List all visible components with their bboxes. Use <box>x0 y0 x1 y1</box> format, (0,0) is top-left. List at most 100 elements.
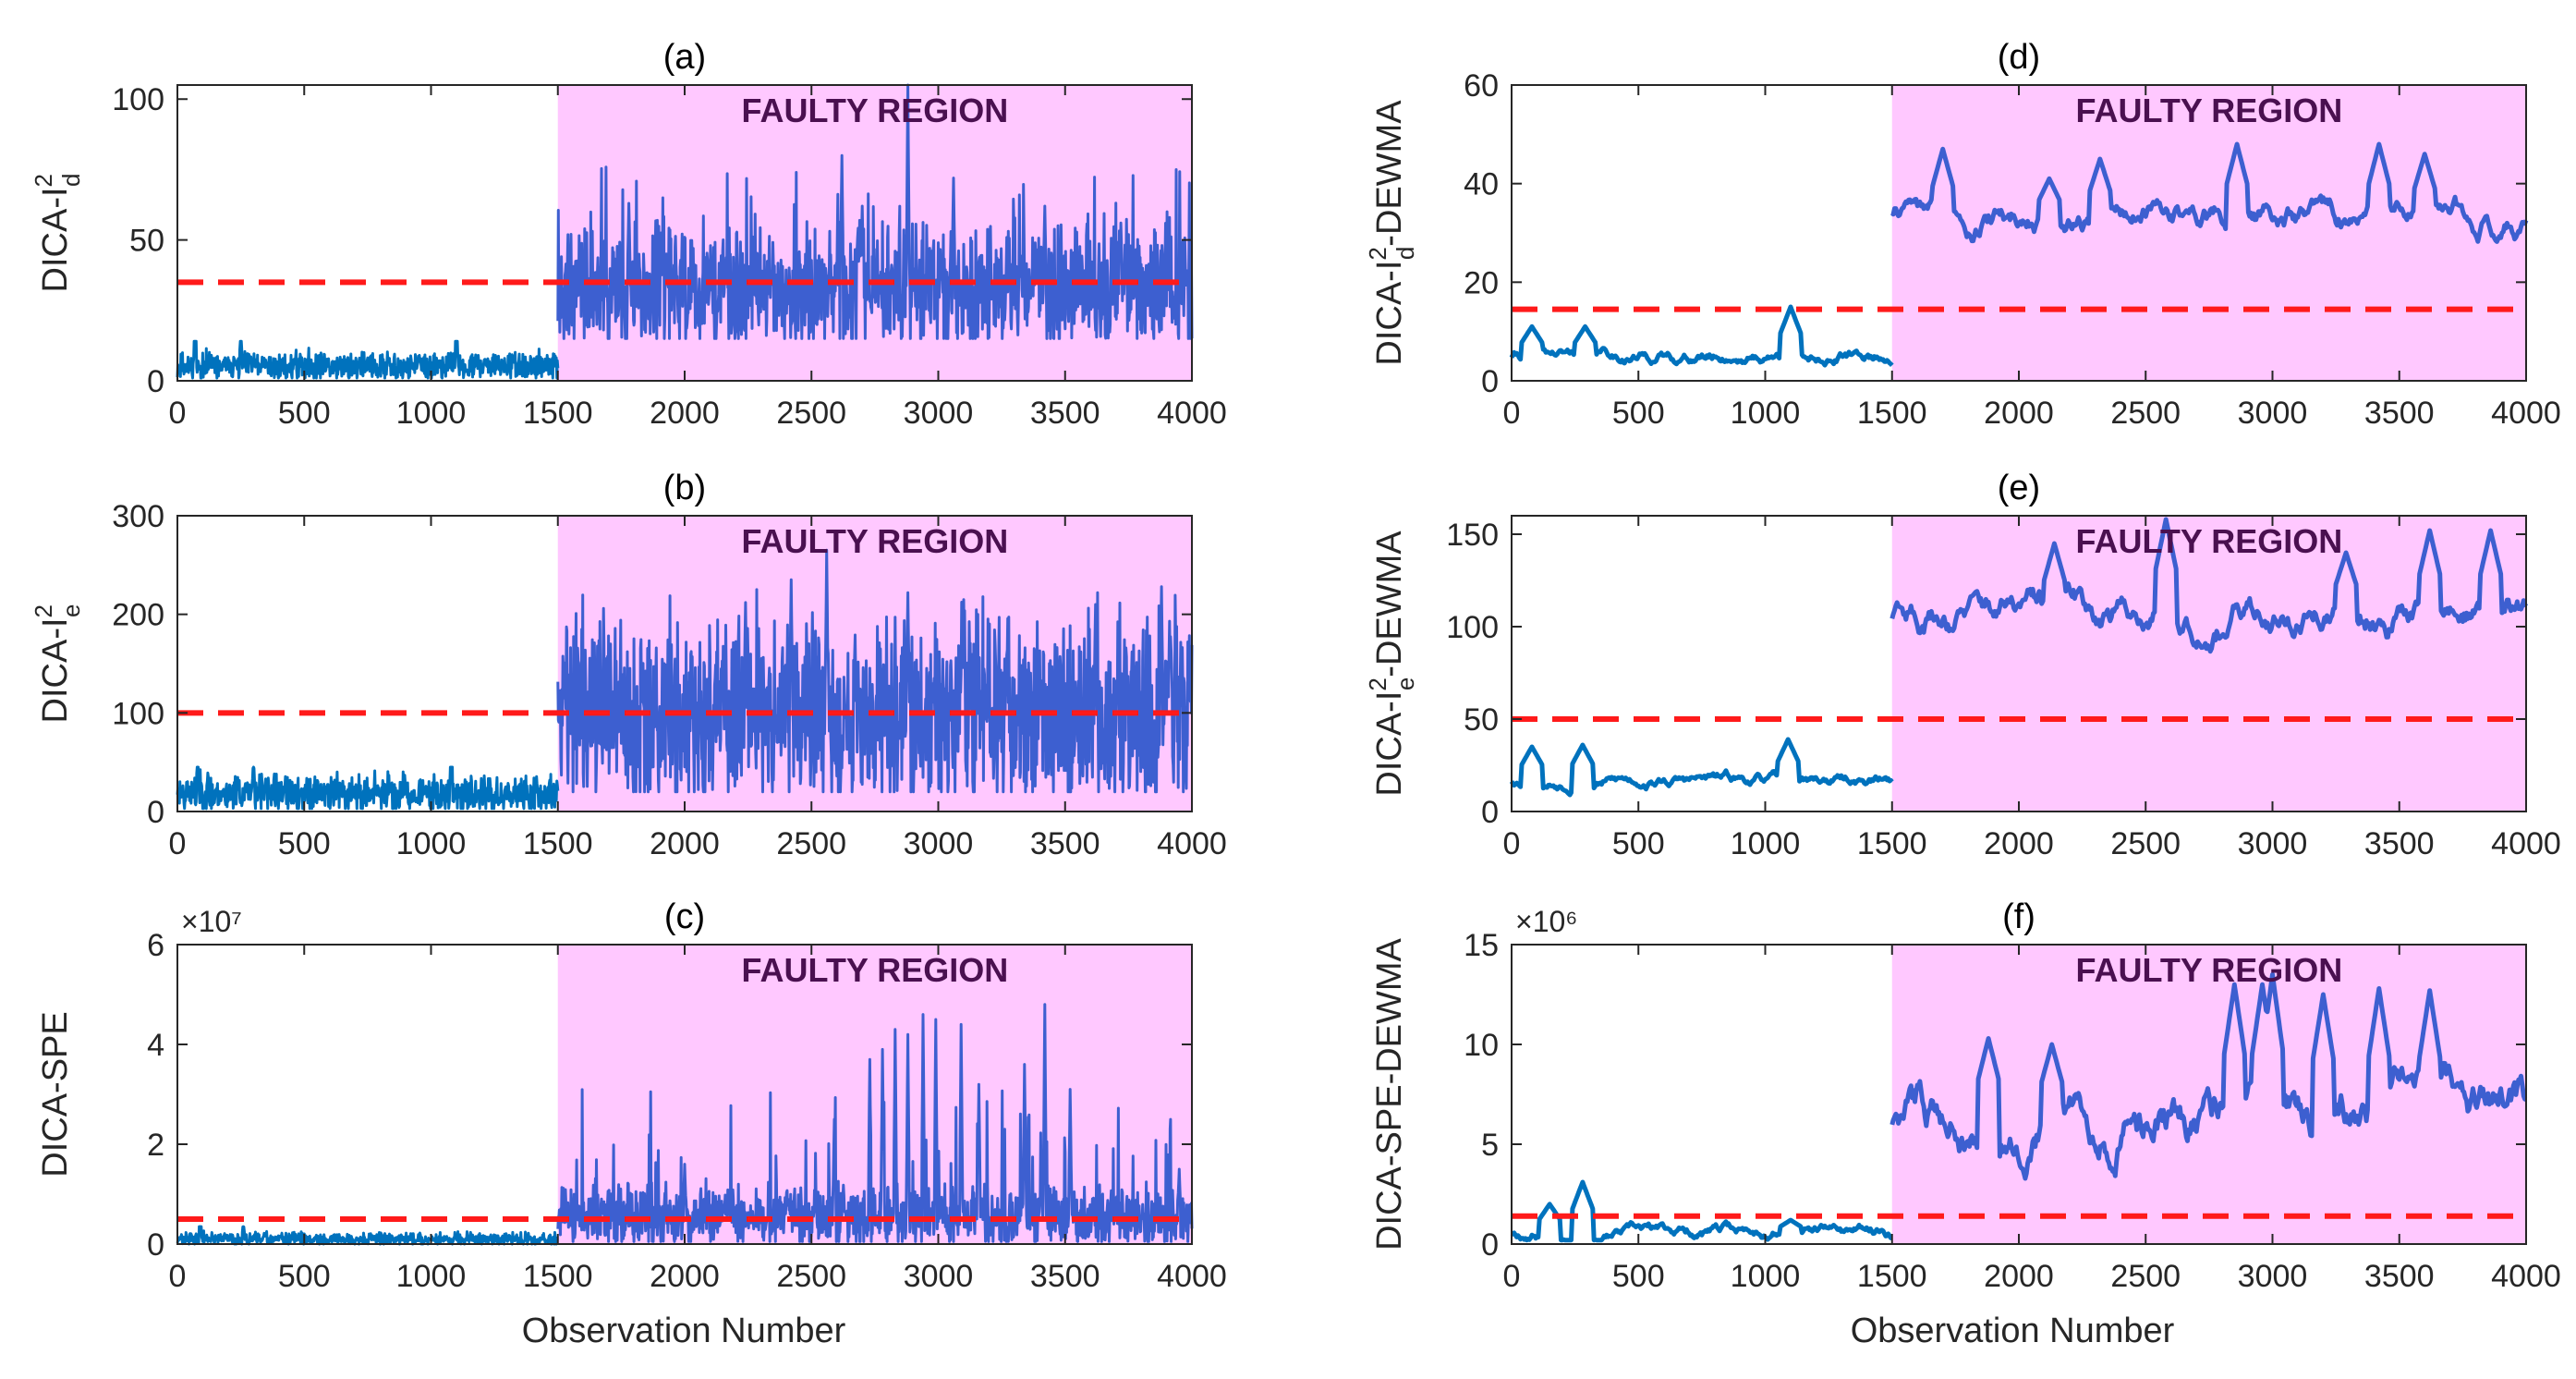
chart-panel: 0 500 1000 1500 2000 2500 3000 3500 4000 0 50 100 15… <box>1364 469 2561 861</box>
y-axis-label-sup: 2 <box>1364 677 1391 690</box>
y-tick-label: 300 <box>112 499 164 534</box>
faulty-region-label: FAULTY REGION <box>742 951 1009 989</box>
chart-panel: 0 500 1000 1500 2000 2500 3000 3500 4000 0 50 100 (a… <box>30 38 1227 431</box>
x-tick-label: 4000 <box>1157 396 1227 431</box>
x-tick-label: 2500 <box>776 1259 846 1294</box>
y-axis-label-sub: e <box>1391 677 1419 690</box>
y-exponent-label: ×10⁷ <box>181 905 242 938</box>
y-axis-label: DICA-I2e <box>30 604 85 724</box>
y-tick-label: 5 <box>1481 1128 1499 1163</box>
x-tick-label: 1000 <box>1731 826 1801 861</box>
x-tick-label: 4000 <box>2491 826 2561 861</box>
y-axis-label-main: DICA-SPE <box>36 1011 75 1177</box>
x-tick-label: 3000 <box>2238 826 2308 861</box>
fault-series-line <box>1889 971 2528 1181</box>
x-tick-label: 3000 <box>2238 396 2308 431</box>
x-tick-label: 0 <box>169 826 187 861</box>
x-tick-label: 2000 <box>650 826 720 861</box>
chart-title: (e) <box>1998 469 2040 507</box>
normal-series-line <box>1509 304 1894 368</box>
y-axis-label-main: DICA-I <box>36 187 75 292</box>
faulty-region-label: FAULTY REGION <box>2076 951 2343 989</box>
x-axis-label-right: Observation Number <box>1851 1312 2175 1350</box>
x-tick-label: 2500 <box>776 826 846 861</box>
y-tick-label: 0 <box>147 795 164 830</box>
x-tick-label: 3000 <box>904 396 974 431</box>
y-tick-label: 0 <box>1481 1227 1499 1263</box>
x-tick-label: 2000 <box>650 396 720 431</box>
x-tick-label: 0 <box>1503 1259 1521 1294</box>
x-tick-label: 1500 <box>523 1259 593 1294</box>
x-tick-label: 1000 <box>396 826 467 861</box>
chart-panel: 0 500 1000 1500 2000 2500 3000 3500 4000 0 20 40 60 (… <box>1364 38 2561 431</box>
y-axis-label: DICA-SPE <box>36 1011 75 1177</box>
chart-panel: 0 500 1000 1500 2000 2500 3000 3500 4000 0 2 4 6 ×10⁷… <box>36 897 1227 1294</box>
x-tick-label: 3000 <box>2238 1259 2308 1294</box>
x-tick-label: 2500 <box>2110 396 2181 431</box>
x-tick-label: 500 <box>278 826 331 861</box>
normal-series-line <box>1509 737 1894 798</box>
fault-series-line <box>1889 517 2529 654</box>
y-axis-label-sub: e <box>57 604 85 617</box>
x-tick-label: 0 <box>169 1259 187 1294</box>
x-axis-label-left: Observation Number <box>522 1312 846 1350</box>
chart-title: (f) <box>2002 897 2035 936</box>
x-tick-label: 4000 <box>2491 396 2561 431</box>
x-tick-label: 1500 <box>1857 1259 1927 1294</box>
x-tick-label: 3500 <box>2364 826 2435 861</box>
normal-series-line <box>176 765 560 811</box>
chart-title: (c) <box>664 897 705 936</box>
x-tick-label: 2000 <box>1984 826 2054 861</box>
y-axis-label-main: DICA-I <box>1370 691 1409 797</box>
y-axis-label-sup: 2 <box>30 604 57 617</box>
y-tick-label: 6 <box>147 928 164 963</box>
chart-title: (a) <box>663 38 706 77</box>
x-tick-label: 0 <box>1503 826 1521 861</box>
y-tick-label: 0 <box>147 364 164 399</box>
chart-title: (b) <box>663 469 706 507</box>
y-tick-label: 100 <box>1446 610 1499 645</box>
x-tick-label: 500 <box>278 396 331 431</box>
y-axis-label-main: DICA-I <box>36 617 75 723</box>
faulty-region-label: FAULTY REGION <box>742 522 1009 560</box>
x-tick-label: 2000 <box>1984 396 2054 431</box>
x-tick-label: 4000 <box>1157 1259 1227 1294</box>
x-tick-label: 3500 <box>1030 396 1100 431</box>
x-tick-label: 3500 <box>1030 826 1100 861</box>
chart-panel: 0 500 1000 1500 2000 2500 3000 3500 4000 0 100 200 3… <box>30 469 1227 861</box>
x-tick-label: 3500 <box>2364 396 2435 431</box>
y-axis-label-main: DICA-SPE-DEWMA <box>1370 937 1409 1250</box>
y-axis-label-tail: -DEWMA <box>1370 100 1409 247</box>
x-tick-label: 1000 <box>1731 396 1801 431</box>
y-axis-label: DICA-I2d <box>30 174 85 293</box>
y-tick-label: 40 <box>1464 167 1499 202</box>
chart-panel: 0 500 1000 1500 2000 2500 3000 3500 4000 0 5 10 15 ×1… <box>1370 897 2561 1294</box>
y-axis-label: DICA-SPE-DEWMA <box>1370 937 1409 1250</box>
faulty-region-label: FAULTY REGION <box>2076 92 2343 129</box>
y-axis-label: DICA-I2e-DEWMA <box>1364 531 1419 797</box>
fault-series-line <box>556 1003 1194 1243</box>
faulty-region-label: FAULTY REGION <box>2076 522 2343 560</box>
normal-series-line <box>176 339 560 380</box>
x-tick-label: 500 <box>1612 396 1665 431</box>
x-tick-label: 1000 <box>1731 1259 1801 1294</box>
x-tick-label: 1000 <box>396 1259 467 1294</box>
x-tick-label: 2500 <box>2110 1259 2181 1294</box>
fault-series-line <box>1889 141 2529 244</box>
y-tick-label: 10 <box>1464 1028 1499 1063</box>
x-tick-label: 3500 <box>1030 1259 1100 1294</box>
x-tick-label: 3000 <box>904 826 974 861</box>
y-axis-label: DICA-I2d-DEWMA <box>1364 100 1419 366</box>
x-tick-label: 500 <box>1612 826 1665 861</box>
x-tick-label: 500 <box>278 1259 331 1294</box>
faulty-region <box>1891 516 2526 812</box>
chart-title: (d) <box>1998 38 2040 77</box>
y-axis-label-sup: 2 <box>30 174 57 187</box>
x-tick-label: 2500 <box>776 396 846 431</box>
y-tick-label: 0 <box>147 1227 164 1263</box>
x-tick-label: 3000 <box>904 1259 974 1294</box>
normal-series-line <box>1510 1179 1893 1243</box>
y-axis-label-main: DICA-I <box>1370 261 1409 366</box>
y-axis-label-sub: d <box>57 174 85 187</box>
